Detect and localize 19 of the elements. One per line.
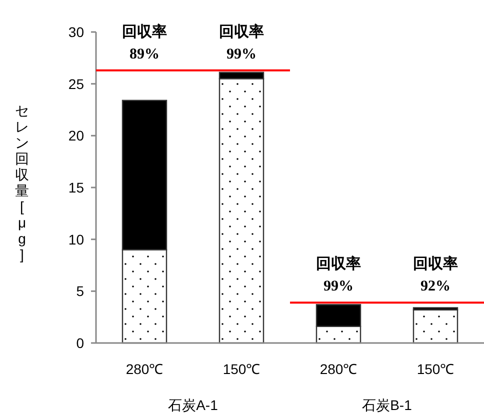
text: セレン回収量[μg] [15,102,29,262]
y-tick-label: 0 [76,335,84,351]
y-tick-label: 15 [68,180,84,196]
y-tick-label: 20 [68,128,84,144]
y-tick-label: 30 [68,24,84,40]
y-tick-label: 5 [76,283,84,300]
x-tick-label: 150℃ [222,361,260,377]
text: 石炭B-1 [362,397,412,413]
x-tick-label: 150℃ [416,361,454,377]
text: 石炭A-1 [168,397,218,413]
annotation: 回収率 99% [219,22,264,62]
annotation: 回収率 92% [413,254,458,295]
annotation: 回収率 89% [122,22,167,62]
y-tick-label: 10 [68,231,84,248]
y-tick-label: 25 [68,76,84,92]
x-tick-label: 280℃ [320,361,358,377]
bar [412,309,458,344]
annotation: 回収率 99% [316,254,361,295]
x-tick-label: 280℃ [126,361,164,377]
